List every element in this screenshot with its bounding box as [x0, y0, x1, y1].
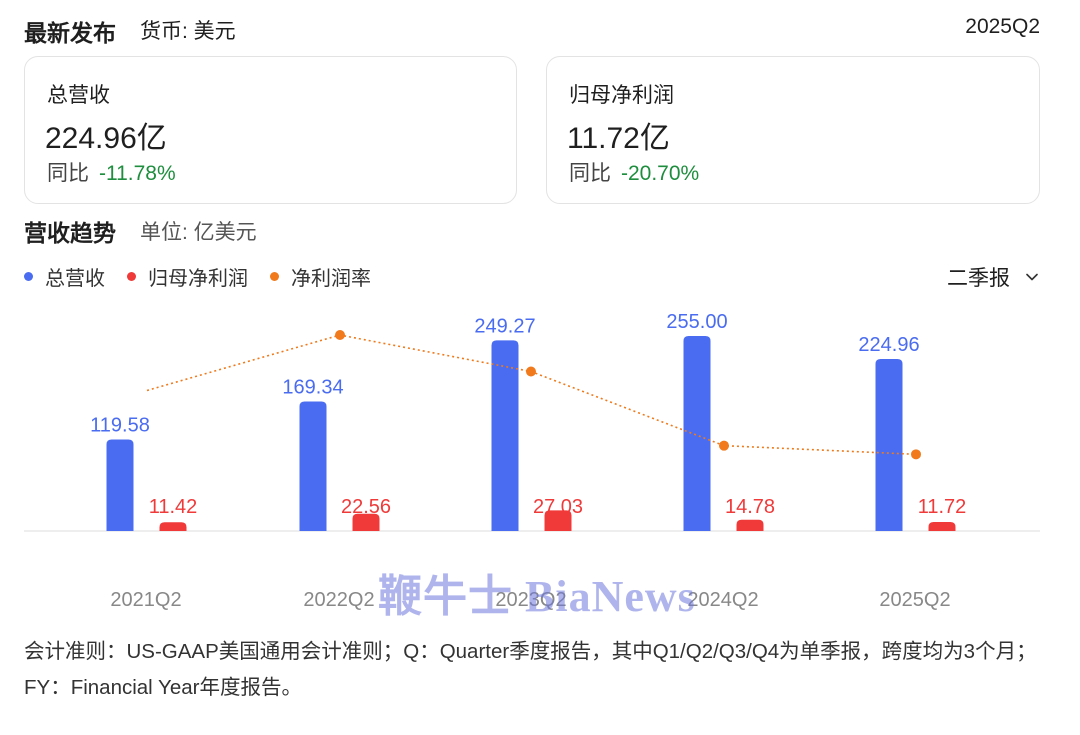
card-value: 224.96亿	[45, 122, 167, 155]
x-tick-label: 2022Q2	[303, 589, 374, 611]
revenue-data-label: 169.34	[282, 377, 343, 399]
card-yoy: 同比 -20.70%	[569, 157, 699, 187]
revenue-data-label: 119.58	[90, 415, 150, 437]
net-profit-card: 归母净利润 11.72亿 同比 -20.70%	[546, 56, 1040, 204]
period-dropdown-value: 二季报	[947, 267, 1010, 290]
revenue-data-label: 249.27	[474, 315, 535, 337]
trend-unit: 单位: 亿美元	[140, 221, 257, 244]
legend-dot-icon	[270, 272, 279, 281]
card-label: 归母净利润	[569, 84, 674, 107]
legend-item-net-profit[interactable]: 归母净利润	[127, 262, 248, 291]
revenue-data-label: 224.96	[858, 334, 919, 356]
trend-title: 营收趋势	[24, 220, 116, 246]
revenue-bar	[491, 340, 519, 531]
revenue-bar	[683, 336, 711, 531]
currency-label: 货币: 美元	[140, 20, 236, 43]
net-margin-point	[335, 330, 345, 340]
x-tick-label: 2025Q2	[879, 589, 950, 611]
net-profit-data-label: 11.72	[918, 496, 967, 518]
net-margin-point	[911, 449, 921, 460]
legend-item-revenue[interactable]: 总营收	[24, 262, 105, 291]
card-value: 11.72亿	[567, 122, 670, 155]
legend-dot-icon	[24, 272, 33, 281]
net-profit-bar	[736, 519, 764, 531]
net-profit-data-label: 27.03	[533, 496, 583, 518]
legend-label: 净利润率	[291, 268, 371, 290]
legend-item-margin[interactable]: 净利润率	[270, 262, 371, 291]
chart-legend: 总营收 归母净利润 净利润率	[24, 262, 371, 291]
net-margin-point	[719, 440, 729, 451]
yoy-label: 同比	[47, 162, 89, 185]
card-label: 总营收	[47, 84, 110, 107]
net-profit-bar	[159, 522, 187, 531]
revenue-bar	[299, 401, 327, 531]
chevron-down-icon	[1026, 273, 1038, 281]
net-margin-line	[146, 334, 917, 456]
legend-dot-icon	[127, 272, 136, 281]
net-profit-bar	[544, 510, 572, 531]
yoy-value: -11.78%	[99, 162, 176, 185]
yoy-label: 同比	[569, 162, 611, 185]
x-tick-label: 2023Q2	[495, 589, 566, 611]
net-profit-data-label: 11.42	[149, 496, 198, 518]
revenue-data-label: 255.00	[666, 311, 727, 333]
revenue-bar	[106, 439, 134, 531]
net-profit-data-label: 14.78	[725, 496, 775, 518]
net-profit-bar	[352, 513, 380, 531]
revenue-trend-chart: 119.58 11.42 2021Q2 169.34 22.56 2022Q2 249.27…	[24, 311, 1040, 611]
net-profit-bar	[928, 522, 956, 531]
section-title: 最新发布	[24, 20, 116, 46]
report-period: 2025Q2	[965, 15, 1040, 38]
legend-label: 归母净利润	[148, 268, 248, 290]
revenue-card: 总营收 224.96亿 同比 -11.78%	[24, 56, 517, 204]
revenue-bar	[875, 358, 903, 531]
x-tick-label: 2021Q2	[110, 589, 181, 611]
legend-label: 总营收	[45, 268, 105, 290]
period-dropdown[interactable]: 二季报	[947, 262, 1038, 292]
net-profit-data-label: 22.56	[341, 496, 391, 518]
watermark: 鞭牛士 BiaNews	[378, 572, 696, 621]
yoy-value: -20.70%	[621, 162, 700, 185]
card-yoy: 同比 -11.78%	[47, 157, 176, 187]
net-margin-point	[526, 366, 536, 377]
x-tick-label: 2024Q2	[687, 589, 758, 611]
accounting-footnote: 会计准则：US-GAAP美国通用会计准则；Q：Quarter季度报告，其中Q1/…	[24, 640, 1037, 699]
